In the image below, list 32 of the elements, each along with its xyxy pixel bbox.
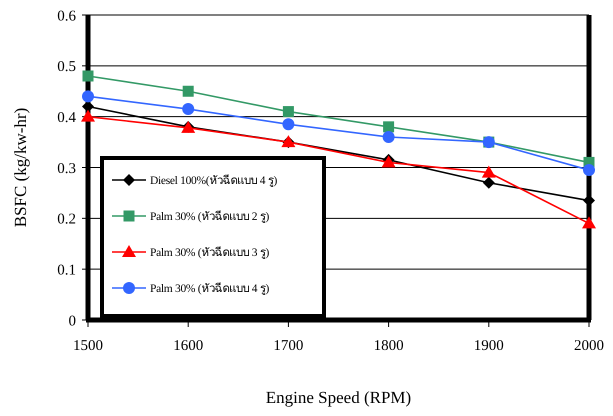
x-tick-label: 1900 — [474, 338, 504, 354]
y-tick-label: 0.2 — [57, 212, 76, 228]
legend-label: Palm 30% (หัวฉีดแบบ 3 รู) — [150, 246, 270, 260]
x-tick-label: 1500 — [73, 338, 103, 354]
legend-label: Palm 30% (หัวฉีดแบบ 4 รู) — [150, 282, 270, 296]
x-tick-label: 2000 — [574, 338, 604, 354]
point — [182, 86, 194, 97]
point — [583, 164, 595, 176]
y-tick-label: 0 — [68, 313, 76, 330]
y-tick-label: 0.1 — [57, 262, 76, 278]
x-tick-label: 1700 — [273, 338, 304, 354]
y-tick-label: 0.6 — [57, 8, 76, 24]
legend-label: Diesel 100%(หัวฉีดแบบ 4 รู) — [150, 174, 278, 188]
point — [182, 103, 194, 116]
point — [82, 70, 94, 82]
point — [81, 110, 95, 122]
point — [482, 166, 496, 178]
point — [482, 176, 495, 189]
y-axis-title: BSFC (kg/kw-hr) — [11, 108, 30, 228]
legend-label: Palm 30% (หัวฉีดแบบ 2 รู) — [150, 210, 270, 224]
x-tick-label: 1800 — [374, 338, 404, 354]
point — [383, 121, 394, 132]
point — [82, 90, 94, 102]
y-tick-label: 0.3 — [57, 160, 76, 177]
x-tick-label: 1600 — [173, 338, 204, 354]
x-axis-title: Engine Speed (RPM) — [266, 388, 412, 407]
y-tick-label: 0.5 — [57, 59, 76, 76]
point — [282, 118, 294, 130]
y-tick-label: 0.4 — [57, 110, 76, 126]
point — [282, 106, 294, 118]
point — [582, 216, 596, 228]
point — [382, 131, 395, 143]
